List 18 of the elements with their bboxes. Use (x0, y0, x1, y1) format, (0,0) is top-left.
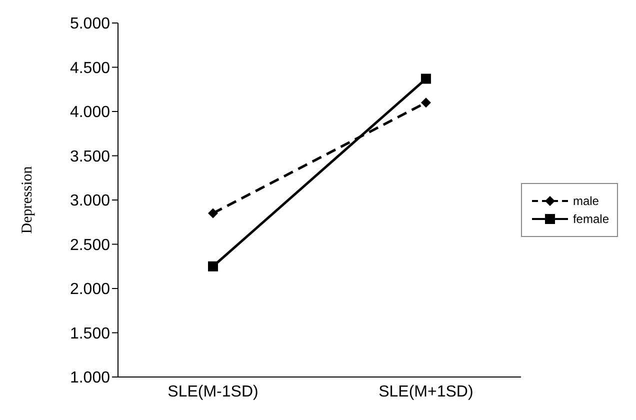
x-tick-label: SLE(M-1SD) (168, 383, 258, 400)
point (208, 208, 218, 218)
y-tick-label: 1.000 (70, 370, 110, 387)
y-tick-label: 5.000 (70, 16, 110, 33)
legend-label: male (572, 194, 599, 208)
point (420, 74, 431, 84)
y-tick-label: 4.000 (70, 104, 110, 122)
y-tick-label: 2.000 (70, 281, 110, 298)
point (208, 261, 218, 272)
y-tick-label: 1.500 (70, 325, 110, 342)
y-tick-label: 3.000 (70, 192, 110, 210)
x-tick-label: SLE(M+1SD) (378, 383, 474, 400)
point (420, 98, 431, 108)
legend-label: female (572, 212, 609, 226)
y-tick-label: 3.500 (70, 148, 110, 166)
y-axis-title: Depression (19, 166, 36, 234)
y-tick-label: 2.500 (70, 236, 110, 254)
y-tick-label: 4.500 (70, 60, 110, 77)
